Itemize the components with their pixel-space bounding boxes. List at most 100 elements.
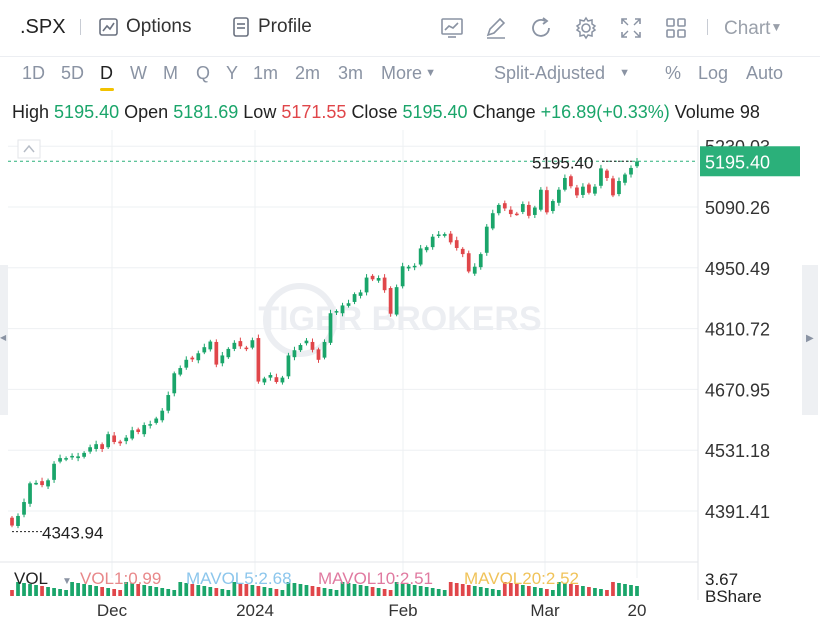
volume-bar: [34, 585, 38, 596]
scroll-right-handle[interactable]: ▶: [802, 265, 818, 415]
draw-icon[interactable]: [483, 15, 509, 41]
last-price-badge: [700, 146, 800, 177]
volume-bar: [629, 585, 633, 596]
low-marker-label: 4343.94: [42, 524, 103, 543]
options-label: Options: [126, 16, 192, 37]
candle-body: [352, 294, 357, 302]
volume-bar: [424, 587, 429, 596]
candle-body: [418, 248, 423, 265]
volume-bar: [22, 583, 26, 596]
tab-1m[interactable]: 1m: [253, 63, 279, 83]
candle-body: [587, 184, 591, 193]
volume-bar: [136, 584, 141, 596]
volume-bar: [478, 587, 483, 596]
tab-3m[interactable]: 3m: [338, 63, 364, 83]
volume-bar: [196, 585, 201, 596]
volume-bar: [262, 587, 267, 596]
volume-bar: [172, 590, 177, 596]
candle-body: [202, 347, 207, 353]
volume-indicator-label[interactable]: VOL: [14, 569, 48, 588]
scroll-left-handle[interactable]: ◀: [0, 265, 8, 415]
volume-bar: [388, 590, 393, 596]
tab-weekly[interactable]: W: [130, 63, 147, 83]
collapse-button[interactable]: [17, 139, 41, 159]
settings-icon[interactable]: [573, 15, 599, 41]
mavol20-legend: MAVOL20:2.52: [464, 569, 579, 588]
chart-type-dropdown[interactable]: Chart▼: [724, 18, 782, 40]
candle-body: [64, 458, 68, 460]
volume-bar: [328, 589, 333, 596]
candle-body: [436, 234, 441, 237]
candle-body: [220, 355, 225, 364]
candle-body: [334, 311, 339, 313]
volume-bar: [88, 585, 92, 596]
candle-body: [406, 266, 411, 269]
candle-body: [184, 359, 189, 368]
price-axis-label: 4670.95: [705, 380, 770, 400]
volume-bar: [178, 582, 183, 596]
candle-body: [358, 292, 363, 296]
toolbar: .SPX Options Profile Chart▼: [0, 0, 820, 57]
chevron-down-icon: ▼: [62, 576, 72, 587]
volume-bar: [268, 588, 273, 596]
refresh-icon[interactable]: [528, 15, 554, 41]
auto-toggle[interactable]: Auto: [746, 63, 784, 83]
candle-body: [316, 349, 321, 360]
tab-5d[interactable]: 5D: [61, 63, 85, 83]
options-button[interactable]: Options: [98, 14, 191, 40]
candle-body: [412, 265, 417, 268]
tab-more[interactable]: More ▼: [381, 63, 436, 84]
volume-bar: [502, 582, 507, 596]
tab-daily[interactable]: D: [100, 63, 113, 83]
volume-bar: [184, 583, 189, 596]
tab-yearly[interactable]: Y: [226, 63, 239, 83]
candle-body: [430, 236, 435, 248]
candle-body: [292, 350, 297, 358]
close-value: 5195.40: [402, 102, 468, 122]
mavol10-legend: MAVOL10:2.51: [318, 569, 433, 588]
candle-body: [544, 190, 549, 213]
tab-quarterly[interactable]: Q: [196, 63, 211, 83]
adjust-dropdown[interactable]: Split-Adjusted ▼: [494, 63, 630, 84]
candle-body: [484, 226, 489, 253]
layout-grid-icon[interactable]: [663, 15, 689, 41]
close-label: Close: [351, 102, 398, 122]
tab-2m[interactable]: 2m: [295, 63, 321, 83]
candle-body: [10, 517, 14, 526]
volume-bar: [496, 590, 501, 596]
adjust-label: Split-Adjusted: [494, 63, 606, 83]
chart-analysis-icon[interactable]: [439, 15, 465, 41]
volume-bar: [466, 585, 471, 596]
candlestick-chart[interactable]: TIGER BROKERS5230.035090.264950.494810.7…: [0, 130, 802, 622]
candle-body: [346, 303, 351, 306]
candle-body: [82, 452, 86, 457]
volume-bar: [256, 586, 261, 596]
chevron-down-icon: ▼: [770, 20, 783, 34]
tab-monthly[interactable]: M: [163, 63, 178, 83]
candle-body: [424, 247, 429, 251]
volume-bar: [623, 584, 627, 596]
volume-bar: [635, 586, 639, 596]
profile-button[interactable]: Profile: [230, 14, 312, 40]
x-axis-label: 2024: [236, 601, 274, 620]
candle-body: [394, 287, 399, 315]
candle-body: [364, 277, 369, 293]
volume-bar: [526, 586, 531, 596]
volume-bar: [569, 584, 573, 596]
candle-body: [328, 313, 333, 343]
candle-body: [70, 455, 74, 458]
more-label: More: [381, 63, 423, 83]
percent-toggle[interactable]: %: [665, 63, 682, 83]
volume-bar: [16, 582, 20, 596]
candle-body: [466, 253, 471, 272]
separator: [707, 19, 708, 35]
candle-body: [100, 444, 105, 449]
profile-icon: [233, 17, 249, 37]
mavol5-legend: MAVOL5:2.68: [186, 569, 292, 588]
log-toggle[interactable]: Log: [698, 63, 729, 83]
candle-body: [160, 410, 165, 421]
volume-bar: [563, 583, 567, 596]
fullscreen-icon[interactable]: [618, 15, 644, 41]
tab-1d[interactable]: 1D: [22, 63, 46, 83]
volume-bar: [58, 589, 62, 596]
